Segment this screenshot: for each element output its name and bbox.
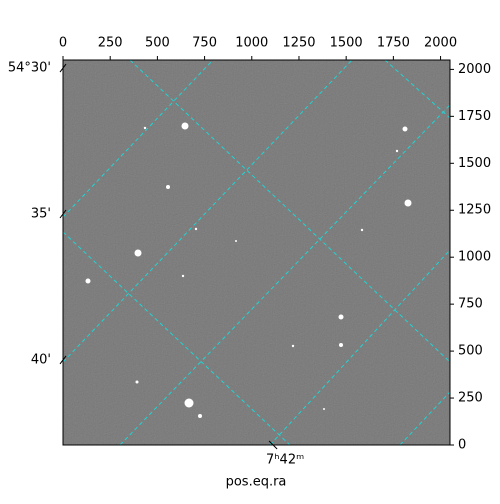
stars <box>85 122 412 418</box>
y-tick-label: 0 <box>458 438 466 453</box>
y-tick-label: 250 <box>458 391 483 406</box>
dec-tick <box>59 355 67 365</box>
dec-tick-label: 40' <box>31 352 51 367</box>
x-tick-label: 1000 <box>235 36 268 51</box>
y-tick-label: 1750 <box>458 109 491 124</box>
dec-tick <box>59 63 67 73</box>
x-tick-label: 1500 <box>330 36 363 51</box>
x-tick-label: 0 <box>59 36 67 51</box>
y-tick-label: 2000 <box>458 62 491 77</box>
x-tick-label: 2000 <box>424 36 457 51</box>
coordinate-grid <box>63 60 450 445</box>
x-tick-label: 750 <box>192 36 217 51</box>
x-tick-label: 500 <box>145 36 170 51</box>
ra-tick <box>268 440 278 450</box>
image <box>62 59 451 446</box>
x-axis-label: pos.eq.ra <box>226 475 287 490</box>
y-tick-label: 500 <box>458 344 483 359</box>
dec-tick-label: 54°30' <box>8 61 51 76</box>
y-tick-label: 1250 <box>458 203 491 218</box>
dec-tick-label: 35' <box>31 207 51 222</box>
x-tick-label: 1750 <box>377 36 410 51</box>
y-tick-label: 1500 <box>458 156 491 171</box>
x-tick-label: 1250 <box>282 36 315 51</box>
dec-tick <box>59 209 67 219</box>
x-tick-label: 250 <box>98 36 123 51</box>
ra-tick-label: 7ʰ42ᵐ <box>266 453 304 468</box>
y-tick-label: 750 <box>458 297 483 312</box>
y-tick-label: 1000 <box>458 250 491 265</box>
